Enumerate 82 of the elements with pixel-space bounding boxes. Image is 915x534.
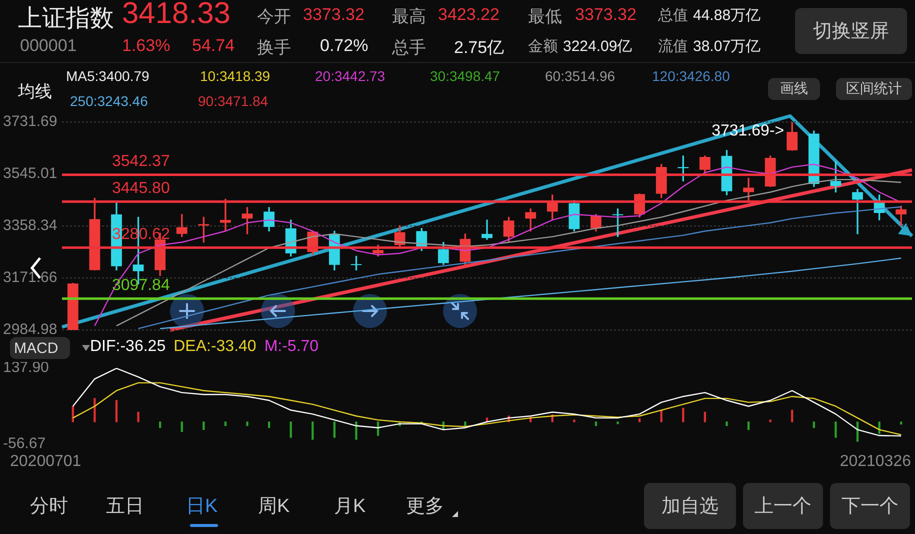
text: 30:3498.47 — [430, 68, 500, 84]
bar — [834, 422, 837, 438]
bar — [115, 400, 118, 422]
text: DIF:-36.25 — [90, 338, 166, 356]
bar — [312, 422, 314, 440]
text: 000001 — [20, 36, 77, 56]
text: 3224.09亿 — [563, 37, 632, 56]
bar — [202, 422, 205, 430]
y-tick-label: 3545.01 — [3, 165, 58, 182]
text: 总值 — [658, 6, 688, 25]
text: 均线 — [18, 81, 52, 103]
bar — [812, 422, 816, 428]
text: 总手 — [392, 37, 426, 59]
bar — [464, 422, 466, 426]
text: 54.74 — [192, 36, 235, 56]
text: 月K — [334, 495, 366, 519]
text: 3423.22 — [438, 5, 500, 25]
bar — [333, 422, 336, 438]
text: 1.63% — [122, 36, 170, 56]
text: 3418.33 — [122, 0, 230, 31]
text: 上一个 — [743, 483, 823, 529]
bar — [594, 422, 598, 426]
text: MA5:3400.79 — [66, 68, 150, 84]
text: 加自选 — [644, 483, 736, 529]
bar — [158, 422, 162, 428]
text: 日K — [186, 495, 218, 519]
bar — [355, 422, 358, 440]
bar — [224, 422, 227, 426]
bar — [791, 410, 794, 422]
bar — [747, 422, 750, 430]
text: 换手 — [257, 37, 291, 59]
text: MACD — [10, 337, 70, 359]
y-tick-label: 3171.66 — [3, 269, 58, 286]
text: 金额 — [528, 37, 558, 56]
text: 120:3426.80 — [652, 68, 730, 84]
text: 最低 — [528, 6, 562, 28]
bar — [94, 398, 96, 422]
text: 区间统计 — [836, 78, 912, 100]
bar — [573, 420, 576, 422]
text: 下一个 — [830, 483, 910, 529]
text: 90:3471.84 — [198, 93, 268, 109]
bar — [682, 408, 684, 422]
bar — [290, 422, 292, 438]
text: 20:3442.73 — [315, 68, 386, 84]
text: 250:3243.46 — [70, 93, 148, 109]
text: M:-5.70 — [264, 338, 319, 356]
bar — [137, 412, 140, 422]
bar — [268, 422, 270, 428]
text: 周K — [258, 495, 290, 519]
text: 最高 — [392, 6, 426, 28]
y-tick-label: -56.67 — [3, 435, 46, 452]
text: 3373.32 — [575, 5, 636, 25]
text: 2.75亿 — [454, 37, 504, 59]
candlestick — [176, 214, 188, 238]
bar — [246, 422, 248, 426]
text: 44.88万亿 — [693, 6, 761, 25]
text: 60:3514.96 — [545, 68, 616, 84]
y-tick-label: 137.90 — [3, 359, 49, 376]
text: 五日 — [106, 495, 144, 519]
text: 画线 — [768, 78, 820, 100]
text: 今开 — [257, 6, 291, 28]
bar — [726, 422, 728, 426]
y-tick-label: 3358.34 — [3, 217, 58, 234]
text: 更多 — [406, 495, 444, 519]
ref-line-label: 3445.80 — [112, 180, 170, 198]
text: 切换竖屏 — [795, 8, 907, 54]
text: 38.07万亿 — [693, 37, 761, 56]
text: 上证指数 — [18, 4, 114, 34]
bar — [180, 422, 183, 432]
text: 流值 — [658, 37, 688, 56]
text: 3373.32 — [303, 5, 364, 25]
ref-line-label: 3542.37 — [112, 153, 170, 170]
text: 10:3418.39 — [200, 68, 270, 84]
y-tick-label: 3731.69 — [3, 113, 58, 130]
text: 20200701 — [10, 453, 82, 471]
text: DEA:-33.40 — [174, 338, 256, 356]
text: 0.72% — [320, 36, 368, 56]
y-tick-label: 2984.98 — [3, 321, 58, 338]
bar — [616, 422, 619, 424]
bar — [900, 422, 902, 425]
text: 分时 — [30, 495, 68, 519]
text: 20210326 — [840, 453, 911, 471]
